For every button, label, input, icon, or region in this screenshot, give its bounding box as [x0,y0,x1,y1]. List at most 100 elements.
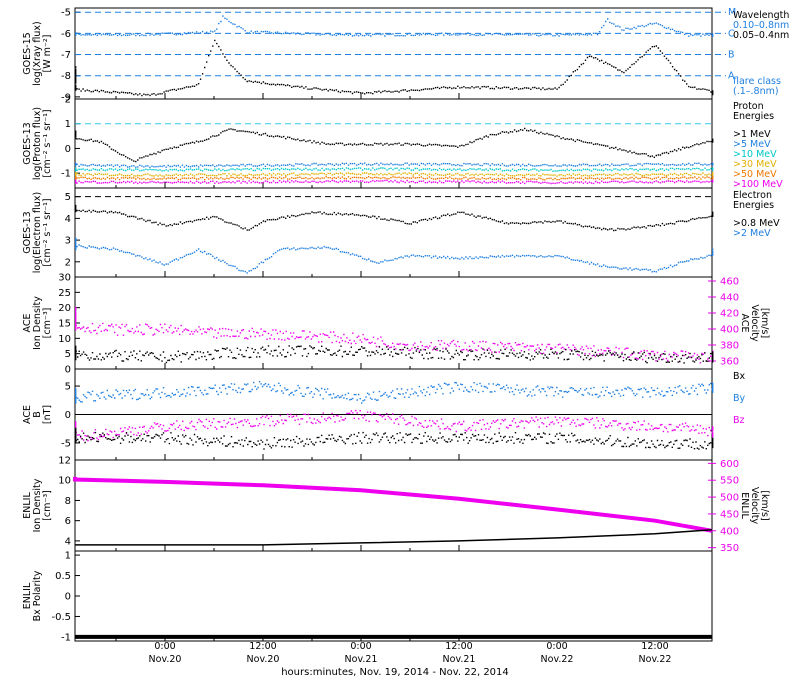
y-tick-label: 25 [58,288,71,299]
series-points [75,162,714,168]
flare-class-label: M [728,7,736,18]
y-axis-label: [cm⁻² s⁻¹ sr⁻¹] [42,109,53,177]
panel-proton: -1 0 1 2 GOES-13 log(Proton flux) [cm⁻² s⁻¹ sr… [22,95,783,191]
series-proton-5 [75,179,714,185]
series-points [75,237,714,274]
panel-frame [74,187,713,278]
y-tick-label: 2 [65,95,71,106]
y-tick-label: 30 [58,273,71,284]
y-axis-label: [W m⁻²] [42,35,53,73]
y-tick-label: 15 [58,319,71,330]
y2-tick-label: 360 [720,357,739,368]
y2-tick-label: 440 [720,293,739,304]
y2-tick-label: 400 [720,526,739,537]
y-tick-label: 10 [58,334,71,345]
y-tick-label: 20 [58,303,71,314]
series-proton-0 [75,127,714,163]
legend-item: >5 MeV [733,139,771,150]
legend-item: (.1–.8nm) [733,86,779,97]
y-axis-label: B [32,411,43,418]
panel-frame [74,459,713,552]
y-tick-label: 0 [65,144,71,155]
legend-item: Energies [733,200,774,211]
y-axis-label: ENLIL [22,582,33,609]
y-tick-label: 4 [65,214,71,225]
y-axis-label: Bx Polarity [32,570,43,621]
y-tick-label: 0 [65,410,71,421]
y-tick-label: -6 [61,29,71,40]
series-electron-1 [75,237,714,274]
legend-item: >10 MeV [733,149,777,160]
y-axis-label: [cm⁻³] [42,308,53,339]
legend-item: Electron [733,190,772,201]
series-points [75,427,714,450]
y2-tick-label: 600 [720,459,739,470]
y-axis-label: log(Electron flux) [32,192,43,274]
series-line [75,529,713,546]
y2-axis-label: [km/s] [759,308,770,338]
x-tick-day-3: Nov.21 [443,654,476,665]
y-tick-label: 1 [65,551,71,562]
series-points [75,381,714,404]
x-tick-time-3: 12:00 [445,641,472,652]
y-tick-label: 5 [65,382,71,393]
y-axis-label: GOES-13 [22,122,33,164]
y-axis-label: Ion Density [32,478,43,532]
series-points [75,172,714,177]
y-tick-label: 12 [58,456,71,467]
series-ace_density-1 [75,345,714,364]
y2-tick-label: 550 [720,476,739,487]
y-tick-label: 0 [65,592,71,603]
y2-tick-label: 450 [720,509,739,520]
y-tick-label: -0.5 [51,612,71,623]
panel-frame [74,7,713,100]
legend-item: Proton [733,101,764,112]
series-proton-2 [75,167,714,172]
legend-item: >1 MeV [733,129,771,140]
y-tick-label: -7 [61,50,71,61]
y-tick-label: 0.5 [55,571,71,582]
legend-item: >50 MeV [733,169,777,180]
y-tick-label: 6 [65,516,71,527]
legend-item: flare class [733,76,781,87]
y2-axis-label: [km/s] [759,490,770,520]
y-tick-label: 5 [65,349,71,360]
panels: -9 -8 -7 -6 -5 GOES-15 log(Xray flux) [W m⁻²] MC… [22,7,789,643]
y2-axis-label: Velocity [749,304,760,342]
y2-tick-label: 460 [720,277,739,288]
legend-item: By [733,393,746,404]
y-axis-label: [cm⁻² s⁻¹ sr⁻¹] [42,198,53,266]
series-ace_b-0 [75,381,714,404]
y-tick-label: 3 [65,236,71,247]
series-enlil_density-1 [75,529,713,546]
y-axis-label: GOES-15 [22,32,33,74]
y-tick-label: -9 [61,92,71,103]
panel-enlil_polarity: -1 -0.5 0 0.5 1 ENLIL Bx Polarity [22,550,713,643]
legend-item: >30 MeV [733,159,777,170]
y-tick-label: -5 [61,8,71,19]
x-tick-time-1: 12:00 [249,641,276,652]
legend-item: Energies [733,111,774,122]
series-xray-1 [75,39,714,97]
series-points [75,204,714,232]
x-tick-day-4: Nov.22 [541,654,574,665]
series-points [75,167,714,172]
x-tick-day-5: Nov.22 [639,654,672,665]
legend-item: >100 MeV [733,179,783,190]
y-tick-label: 10 [58,476,71,487]
y2-tick-label: 350 [720,543,739,554]
x-tick-time-4: 0:00 [546,641,567,652]
y2-axis-label: ACE [739,314,750,333]
flare-class-label: A [728,71,735,82]
y-axis-label: [cm⁻³] [42,490,53,521]
y-tick-label: 5 [65,192,71,203]
panel-ace_b: -5 0 5 ACE B [nT] Bx By Bz [22,368,746,461]
y-tick-label: 4 [65,536,71,547]
legend-item: >0.8 MeV [733,218,780,229]
y2-tick-label: 500 [720,493,739,504]
